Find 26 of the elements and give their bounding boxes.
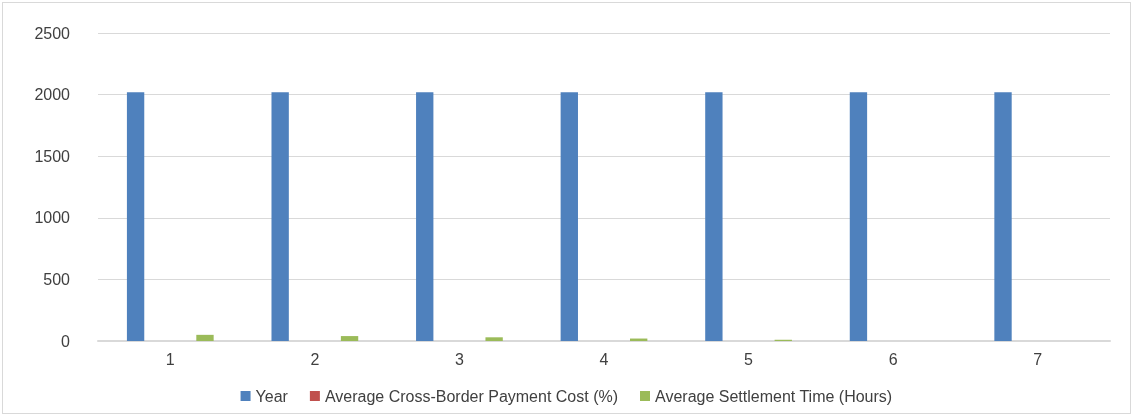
legend-label: Average Cross-Border Payment Cost (%) [324, 387, 619, 405]
y-tick-label: 500 [43, 270, 71, 288]
x-tick-label: 2 [310, 350, 320, 368]
bar [560, 92, 578, 341]
y-tick-label: 1000 [34, 209, 71, 227]
bar [416, 92, 434, 341]
bar [196, 334, 214, 341]
bar [271, 92, 289, 341]
bar [849, 92, 868, 341]
legend-label: Average Settlement Time (Hours) [655, 387, 893, 405]
x-tick-label: 3 [454, 350, 464, 368]
bar [340, 336, 359, 341]
x-tick-label: 5 [744, 350, 754, 368]
x-tick-label: 6 [888, 350, 898, 368]
y-tick-label: 0 [61, 332, 71, 350]
y-tick-label: 1500 [34, 147, 71, 165]
bar [485, 337, 503, 341]
bar [126, 92, 145, 341]
y-tick-label: 2500 [34, 24, 71, 42]
x-tick-label: 1 [165, 350, 175, 368]
bar [705, 92, 723, 341]
x-tick-label: 7 [1033, 350, 1043, 368]
y-tick-label: 2000 [34, 86, 71, 104]
bar [994, 92, 1012, 341]
x-tick-label: 4 [599, 350, 609, 368]
legend-label: Year [255, 387, 289, 405]
